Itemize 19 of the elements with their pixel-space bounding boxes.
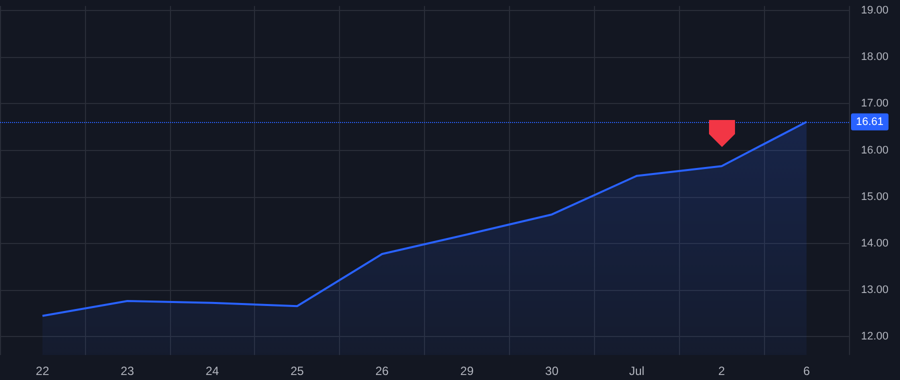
x-tick-label: 24: [206, 364, 220, 378]
ref-line-label: 16.61: [856, 116, 884, 128]
x-tick-label: 29: [460, 364, 474, 378]
x-tick-label: 23: [120, 364, 134, 378]
y-tick-label: 12.00: [861, 330, 889, 342]
x-tick-label: 22: [36, 364, 50, 378]
y-tick-label: 13.00: [861, 284, 889, 296]
x-tick-label: 26: [375, 364, 390, 378]
y-tick-label: 15.00: [861, 190, 889, 203]
x-tick-label: 25: [290, 364, 304, 378]
x-tick-label: 30: [545, 364, 559, 378]
y-tick-label: 19.00: [861, 4, 889, 17]
x-tick-label: 2: [718, 364, 726, 378]
x-tick-label: 6: [803, 364, 810, 378]
x-tick-label: Jul: [629, 364, 644, 378]
y-tick-label: 16.00: [861, 144, 889, 156]
y-tick-label: 18.00: [861, 51, 889, 64]
y-tick-label: 14.00: [861, 237, 889, 250]
y-tick-label: 17.00: [861, 98, 889, 110]
